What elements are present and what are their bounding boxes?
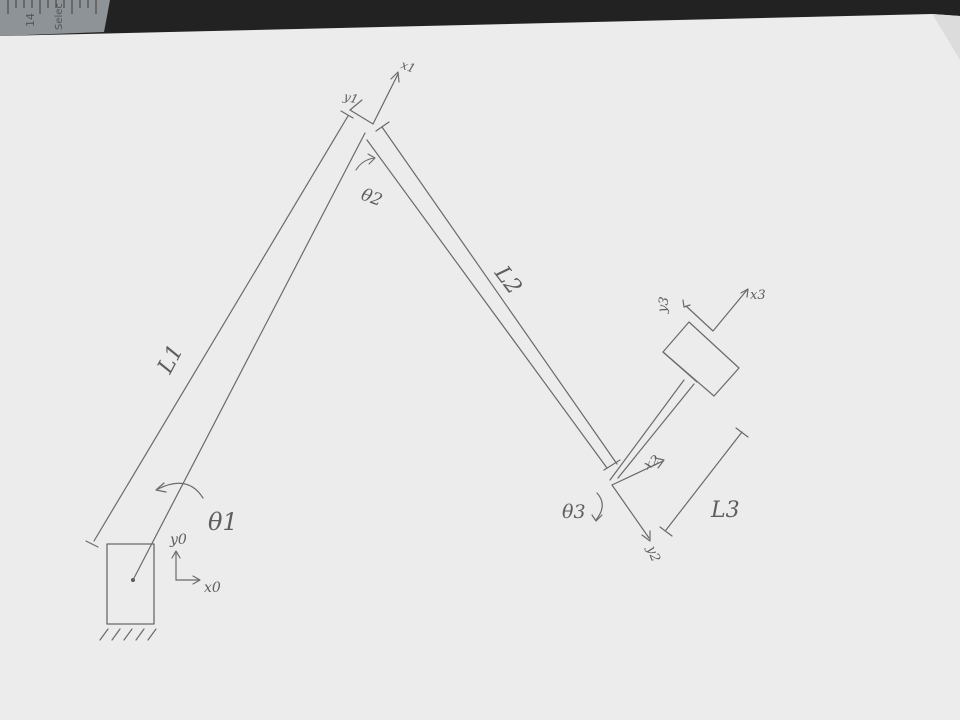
base bbox=[99, 543, 157, 641]
frame-1-axes bbox=[349, 71, 400, 125]
frame-3-axes bbox=[682, 288, 749, 332]
link-2 bbox=[366, 121, 621, 471]
label-x2: x2 bbox=[642, 453, 663, 474]
l3-dimension bbox=[659, 427, 749, 537]
theta2-arc bbox=[355, 157, 375, 171]
label-y1: y1 bbox=[341, 89, 360, 107]
label-l3: L3 bbox=[710, 498, 740, 523]
link-1 bbox=[85, 110, 366, 581]
ruler-number: 14 bbox=[24, 13, 37, 27]
label-x1: x1 bbox=[399, 58, 417, 76]
theta3-arc bbox=[595, 492, 603, 521]
label-y2: y2 bbox=[643, 543, 663, 564]
label-x0: x0 bbox=[204, 580, 221, 596]
theta1-arrowhead bbox=[155, 482, 167, 493]
theta3-arrowhead bbox=[591, 514, 603, 522]
frame-2-axes bbox=[611, 457, 665, 542]
paper-edge bbox=[932, 14, 960, 60]
ruler: 14 Selec bbox=[0, 0, 110, 36]
theta1-arc bbox=[157, 482, 204, 499]
frame-0-axes bbox=[171, 550, 201, 585]
label-y3: y3 bbox=[655, 296, 673, 315]
ruler-word: Selec bbox=[54, 3, 65, 30]
theta2-arrowhead bbox=[367, 153, 376, 165]
prismatic-link-3 bbox=[609, 321, 740, 481]
label-theta1: θ1 bbox=[208, 508, 238, 536]
paper-sheet bbox=[0, 14, 960, 720]
label-y0: y0 bbox=[169, 532, 187, 548]
label-theta3: θ3 bbox=[562, 501, 586, 523]
label-x3: x3 bbox=[750, 288, 766, 303]
